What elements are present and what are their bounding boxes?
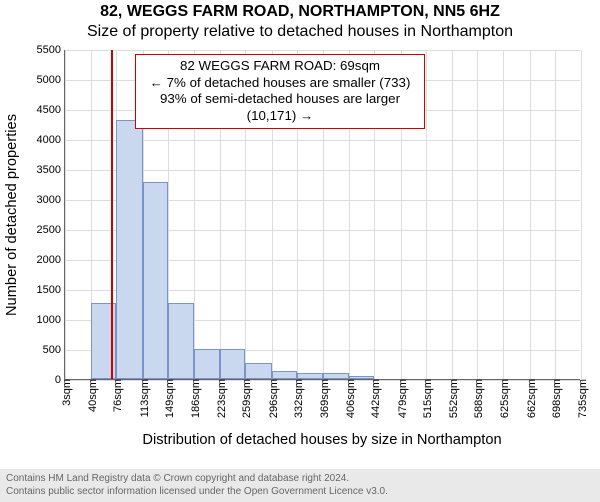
y-tick-label: 5000 (37, 74, 65, 86)
y-tick-label: 1500 (37, 284, 65, 296)
x-tick-label: 186sqm (186, 379, 202, 418)
footer-line-2: Contains public sector information licen… (6, 486, 594, 499)
y-tick-label: 3500 (37, 164, 65, 176)
annotation-line: 82 WEGGS FARM ROAD: 69sqm (142, 58, 418, 75)
x-tick-label: 479sqm (393, 379, 409, 418)
histogram-bar (349, 376, 374, 379)
histogram-bar (168, 303, 194, 379)
annotation-line: 93% of semi-detached houses are larger (… (142, 91, 418, 124)
y-tick-label: 1000 (37, 314, 65, 326)
x-tick-label: 296sqm (264, 379, 280, 418)
x-tick-label: 515sqm (418, 379, 434, 418)
histogram-bar (91, 303, 116, 379)
x-tick-label: 442sqm (366, 379, 382, 418)
gridline-vertical (452, 50, 453, 379)
gridline-vertical (65, 50, 66, 379)
x-tick-label: 625sqm (495, 379, 511, 418)
x-axis-label: Distribution of detached houses by size … (142, 432, 501, 448)
property-marker-line (111, 50, 113, 379)
x-tick-label: 3sqm (57, 379, 73, 406)
y-tick-label: 3000 (37, 194, 65, 206)
histogram-bar (272, 371, 297, 379)
x-tick-label: 588sqm (469, 379, 485, 418)
histogram-bar (194, 349, 220, 379)
annotation-line: ← 7% of detached houses are smaller (733… (142, 75, 418, 92)
histogram-bar (116, 120, 142, 379)
histogram-bar (297, 373, 323, 379)
annotation-box: 82 WEGGS FARM ROAD: 69sqm← 7% of detache… (135, 54, 425, 129)
y-tick-label: 2000 (37, 254, 65, 266)
histogram-bar (143, 182, 168, 379)
x-tick-label: 698sqm (547, 379, 563, 418)
x-tick-label: 662sqm (522, 379, 538, 418)
x-tick-label: 735sqm (573, 379, 589, 418)
y-axis-label: Number of detached properties (4, 114, 20, 316)
gridline-vertical (503, 50, 504, 379)
x-tick-label: 406sqm (341, 379, 357, 418)
x-tick-label: 40sqm (83, 379, 99, 412)
page-title-line1: 82, WEGGS FARM ROAD, NORTHAMPTON, NN5 6H… (0, 2, 600, 22)
y-tick-label: 500 (43, 344, 65, 356)
y-tick-label: 5500 (37, 44, 65, 56)
x-tick-label: 223sqm (212, 379, 228, 418)
y-tick-label: 4000 (37, 134, 65, 146)
x-tick-label: 369sqm (315, 379, 331, 418)
gridline-vertical (530, 50, 531, 379)
gridline-vertical (477, 50, 478, 379)
histogram-bar (245, 363, 271, 379)
x-tick-label: 113sqm (135, 379, 151, 417)
x-tick-label: 76sqm (108, 379, 124, 412)
histogram-bar (323, 373, 349, 379)
attribution-footer: Contains HM Land Registry data © Crown c… (0, 469, 600, 502)
gridline-vertical (426, 50, 427, 379)
x-tick-label: 259sqm (237, 379, 253, 418)
histogram-plot-area: 0500100015002000250030003500400045005000… (64, 50, 580, 380)
gridline-vertical (555, 50, 556, 379)
x-tick-label: 552sqm (444, 379, 460, 418)
y-tick-label: 4500 (37, 104, 65, 116)
x-tick-label: 149sqm (160, 379, 176, 418)
footer-line-1: Contains HM Land Registry data © Crown c… (6, 473, 594, 486)
page-title-line2: Size of property relative to detached ho… (0, 22, 600, 42)
gridline-vertical (581, 50, 582, 379)
x-tick-label: 332sqm (289, 379, 305, 418)
histogram-bar (220, 349, 245, 379)
y-tick-label: 2500 (37, 224, 65, 236)
